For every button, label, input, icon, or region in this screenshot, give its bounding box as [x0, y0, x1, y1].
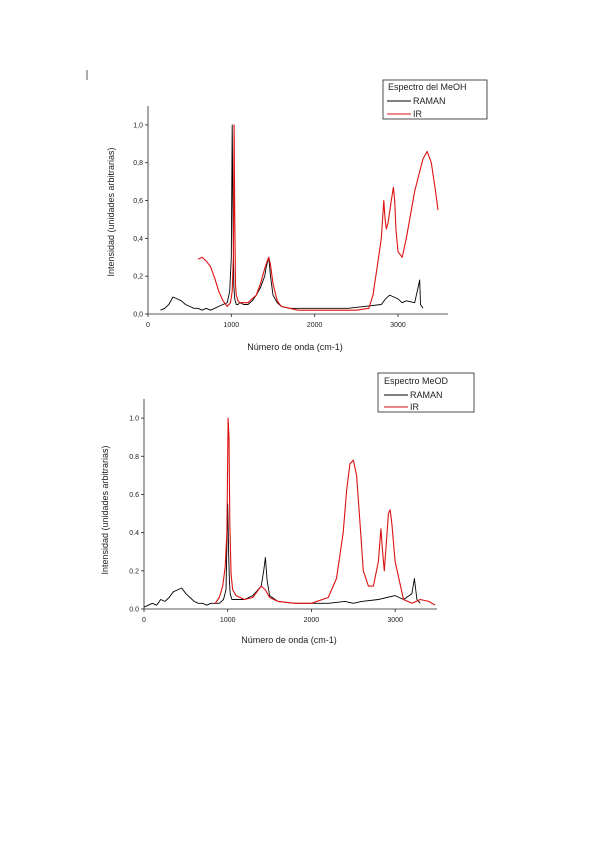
legend-title: Espectro del MeOH	[388, 82, 467, 92]
x-tick-label: 1000	[224, 322, 240, 329]
plot-area: 0 1000 2000 3000 0.0 0.2 0.4 0.6 0.8 1.0	[129, 399, 437, 624]
y-tick-label: 0,2	[133, 274, 143, 281]
x-tick-label: 1000	[220, 617, 236, 624]
x-tick-label: 0	[142, 617, 146, 624]
y-tick-label: 0.0	[129, 607, 139, 614]
legend-label-raman: RAMAN	[410, 390, 443, 400]
legend-label-raman: RAMAN	[413, 96, 446, 106]
y-tick-label: 0.8	[129, 454, 139, 461]
y-tick-label: 0,8	[133, 160, 143, 167]
y-axis-title: Intensidad (unidades arbitrarias)	[100, 445, 110, 574]
x-tick-label: 2000	[304, 617, 320, 624]
meoh-spectrum-chart: Espectro del MeOH RAMAN IR Número de ond…	[106, 79, 488, 352]
y-tick-label: 0,6	[133, 198, 143, 205]
x-axis-title: Número de onda (cm-1)	[241, 635, 337, 645]
y-tick-label: 0,4	[133, 236, 143, 243]
plot-area: 0 1000 2000 3000 0,0 0,2 0,4 0,6 0,8 1,0	[133, 106, 448, 329]
legend-box	[377, 372, 475, 413]
y-tick-label: 1,0	[133, 122, 143, 129]
legend-label-ir: IR	[410, 402, 420, 412]
series-line-ir	[197, 124, 439, 311]
y-tick-label: 0.6	[129, 492, 139, 499]
y-tick-label: 0,0	[133, 312, 143, 319]
y-axis-title: Intensidad (unidades arbitrarias)	[106, 147, 116, 276]
y-tick-label: 0.2	[129, 568, 139, 575]
legend-title: Espectro MeOD	[384, 376, 449, 386]
x-tick-label: 3000	[387, 617, 403, 624]
series-line-raman	[160, 124, 424, 311]
meod-spectrum-chart: Espectro MeOD RAMAN IR Número de onda (c…	[100, 372, 475, 645]
series-line-ir	[214, 417, 436, 606]
series-line-raman	[143, 503, 421, 608]
y-tick-label: 0.4	[129, 530, 139, 537]
x-tick-label: 3000	[390, 322, 406, 329]
legend-box	[382, 79, 488, 120]
x-tick-label: 0	[146, 322, 150, 329]
y-tick-label: 1.0	[129, 416, 139, 423]
x-tick-label: 2000	[307, 322, 323, 329]
x-axis-title: Número de onda (cm-1)	[247, 342, 343, 352]
legend-label-ir: IR	[413, 109, 423, 119]
